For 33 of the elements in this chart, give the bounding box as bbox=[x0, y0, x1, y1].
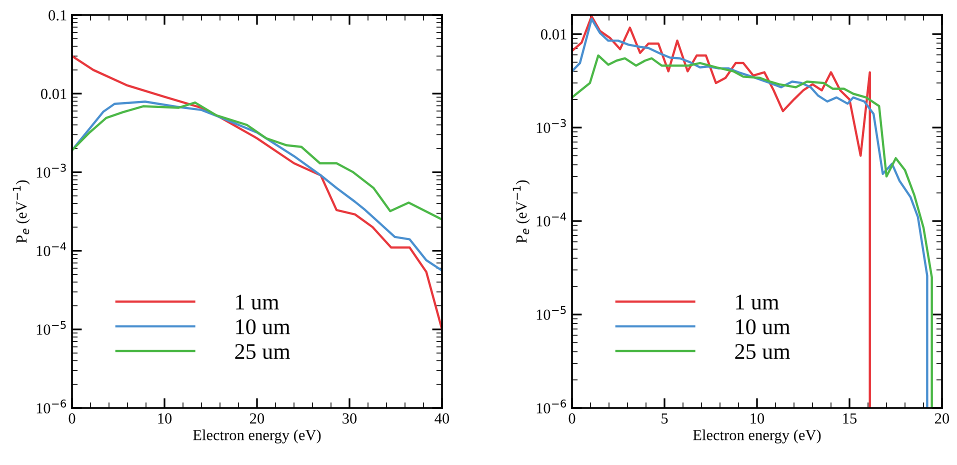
legend-label: 25 um bbox=[735, 344, 790, 360]
x-tick-label: 10 bbox=[158, 413, 172, 424]
y-tick-label: 10$^{−4}$ bbox=[536, 212, 566, 226]
y-tick-label: 0.01 bbox=[540, 29, 566, 40]
x-axis-title: Electron energy (eV) bbox=[693, 429, 821, 444]
y-tick-label: 10$^{−3}$ bbox=[36, 164, 66, 178]
y-tick-label: 10$^{−6}$ bbox=[536, 400, 566, 414]
line-series bbox=[72, 100, 442, 272]
x-tick-label: 20 bbox=[935, 413, 950, 424]
line-series bbox=[72, 101, 442, 221]
legend-label: 25 um bbox=[235, 344, 290, 360]
legend-label: 1 um bbox=[736, 294, 779, 310]
y-tick-label: 0.1 bbox=[48, 10, 66, 21]
legend-label: 10 um bbox=[236, 319, 290, 334]
y-axis-title: P$_{e}$ (eV$^{−1}$) bbox=[12, 180, 30, 243]
y-tick-label: 10$^{−4}$ bbox=[36, 242, 66, 256]
x-tick-label: 0 bbox=[568, 413, 576, 424]
x-tick-label: 40 bbox=[434, 413, 450, 424]
y-tick-label: 0.01 bbox=[40, 88, 66, 100]
x-tick-label: 10 bbox=[750, 413, 764, 424]
y-tick-label: 10$^{−5}$ bbox=[536, 306, 566, 320]
y-axis-title: P$_{e}$ (eV$^{−1}$) bbox=[512, 180, 530, 243]
y-tick-label: 10$^{−5}$ bbox=[36, 320, 66, 335]
legend-label: 10 um bbox=[736, 319, 790, 334]
x-axis-title: Electron energy (eV) bbox=[193, 429, 321, 444]
x-tick-label: 20 bbox=[250, 413, 264, 424]
x-tick-label: 0 bbox=[68, 413, 76, 424]
y-tick-label: 10$^{−3}$ bbox=[536, 119, 566, 133]
x-tick-label: 5 bbox=[662, 413, 668, 424]
legend-label: 1 um bbox=[236, 294, 279, 310]
x-tick-label: 30 bbox=[342, 413, 357, 424]
y-tick-label: 10$^{−6}$ bbox=[36, 400, 66, 414]
x-tick-label: 15 bbox=[843, 413, 857, 424]
